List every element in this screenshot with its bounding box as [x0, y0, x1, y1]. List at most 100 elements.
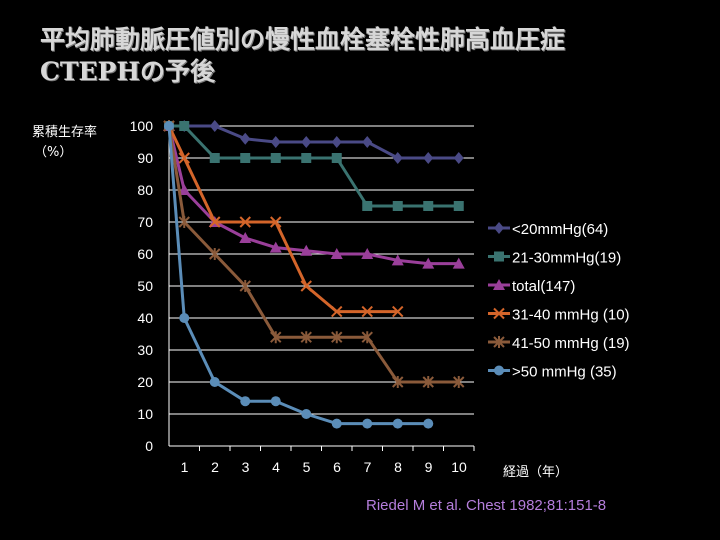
legend-label-4: 31-40 mmHg (10) — [512, 307, 630, 324]
legend-marker-4 — [493, 307, 505, 320]
data-point-s3-4 — [239, 232, 252, 243]
data-point-s5-7 — [331, 331, 343, 344]
data-point-s4-8 — [361, 305, 373, 318]
legend-label-5: 41-50 mmHg (19) — [512, 335, 630, 352]
series-line-2 — [169, 124, 459, 208]
x-tick-label-2: 2 — [211, 459, 219, 475]
legend-entry-1: <20mmHg(64) — [488, 221, 608, 238]
data-point-s3-6 — [300, 244, 313, 256]
data-point-s5-9 — [392, 376, 404, 388]
data-point-s4-7 — [331, 305, 343, 318]
data-point-s2-7 — [331, 153, 342, 163]
data-point-s5-10 — [422, 376, 434, 388]
x-tick-label-5: 5 — [303, 459, 311, 475]
data-point-s6-8 — [362, 418, 373, 429]
legend-entry-5: 41-50 mmHg (19) — [488, 335, 630, 352]
gridlines — [169, 125, 474, 447]
data-point-s4-9 — [392, 305, 404, 318]
y-tick-label-50: 50 — [137, 278, 153, 294]
y-tick-label-80: 80 — [137, 182, 153, 198]
data-point-s5-8 — [361, 331, 373, 344]
data-point-s4-2 — [178, 152, 190, 164]
data-point-s1-10 — [423, 152, 434, 164]
legend-marker-2 — [494, 251, 504, 262]
data-point-s5-6 — [300, 331, 312, 344]
data-point-s2-6 — [301, 153, 312, 163]
data-point-s3-9 — [391, 254, 404, 266]
legend-label-1: <20mmHg(64) — [512, 221, 608, 238]
data-point-s6-6 — [301, 409, 312, 419]
x-tick-label-10: 10 — [451, 459, 467, 475]
title-line-2: CTEPHの予後 — [40, 57, 215, 86]
legend-label-6: >50 mmHg (35) — [512, 364, 617, 381]
data-point-s2-8 — [362, 201, 373, 211]
data-point-s6-1 — [164, 121, 174, 131]
data-point-s3-5 — [269, 241, 282, 253]
x-tick-label-1: 1 — [181, 459, 189, 475]
series-2 — [164, 121, 464, 211]
series-6 — [164, 121, 434, 429]
legend-label-2: 21-30mmHg(19) — [512, 250, 621, 267]
data-point-s4-6 — [300, 280, 312, 292]
y-tick-label-70: 70 — [137, 214, 153, 230]
series-line-6 — [167, 125, 429, 426]
y-axis-title-line-2: （%） — [34, 145, 72, 160]
data-point-s5-5 — [270, 331, 282, 344]
data-point-s1-4 — [240, 132, 251, 145]
data-point-s6-10 — [423, 418, 434, 429]
data-point-s1-7 — [331, 136, 342, 148]
data-point-s4-5 — [270, 216, 282, 228]
data-point-s2-2 — [179, 121, 190, 131]
data-point-s3-10 — [422, 257, 435, 269]
data-point-s1-9 — [392, 152, 403, 164]
x-tick-label-7: 7 — [364, 459, 372, 475]
x-tick-label-3: 3 — [242, 459, 250, 475]
data-point-s1-8 — [362, 136, 373, 148]
data-point-s1-11 — [453, 152, 464, 164]
legend-entry-4: 31-40 mmHg (10) — [488, 307, 630, 324]
data-point-s5-3 — [209, 248, 221, 260]
y-tick-label-40: 40 — [137, 310, 153, 326]
data-point-s6-5 — [270, 396, 281, 407]
data-point-s5-2 — [178, 216, 190, 228]
x-axis-title: 経過（年） — [503, 465, 568, 480]
legend-marker-5 — [493, 336, 505, 348]
series-4 — [163, 120, 404, 318]
data-point-s1-5 — [270, 136, 281, 148]
series-line-4 — [167, 125, 398, 314]
legend-entry-3: total(147) — [488, 278, 575, 295]
data-point-s6-3 — [209, 377, 220, 387]
data-point-s2-9 — [392, 201, 403, 211]
title-line-1: 平均肺動脈圧値別の慢性血栓塞栓性肺高血圧症 — [40, 25, 566, 54]
data-point-s4-4 — [239, 216, 251, 228]
data-point-s3-11 — [452, 257, 465, 269]
data-point-s1-3 — [209, 120, 220, 132]
data-point-s3-2 — [178, 184, 191, 195]
slide-title: 平均肺動脈圧値別の慢性血栓塞栓性肺高血圧症 CTEPHの予後 — [40, 24, 565, 88]
legend-entry-6: >50 mmHg (35) — [488, 364, 617, 381]
legend-marker-6 — [494, 365, 504, 376]
y-tick-label-0: 0 — [145, 438, 153, 454]
legend-entry-2: 21-30mmHg(19) — [488, 250, 621, 267]
data-point-s2-4 — [240, 153, 251, 163]
y-axis-title-line-1: 累積生存率 — [32, 124, 97, 140]
y-tick-label-20: 20 — [137, 374, 153, 390]
legend-label-3: total(147) — [512, 278, 575, 295]
data-point-s2-10 — [423, 201, 434, 211]
y-tick-label-30: 30 — [137, 342, 153, 358]
data-point-s2-5 — [270, 153, 281, 163]
data-point-s3-8 — [361, 248, 374, 259]
legend-marker-1 — [494, 222, 504, 234]
y-tick-label-90: 90 — [137, 150, 153, 166]
data-point-s2-3 — [209, 153, 220, 163]
y-tick-label-10: 10 — [137, 406, 153, 422]
x-tick-label-6: 6 — [333, 459, 341, 475]
data-point-s6-9 — [392, 418, 403, 429]
data-point-s6-4 — [240, 396, 251, 407]
data-point-s5-4 — [239, 280, 251, 292]
data-point-s3-7 — [330, 248, 343, 259]
data-point-s1-6 — [301, 136, 312, 148]
x-tick-label-9: 9 — [425, 459, 433, 475]
series-5 — [163, 120, 465, 388]
